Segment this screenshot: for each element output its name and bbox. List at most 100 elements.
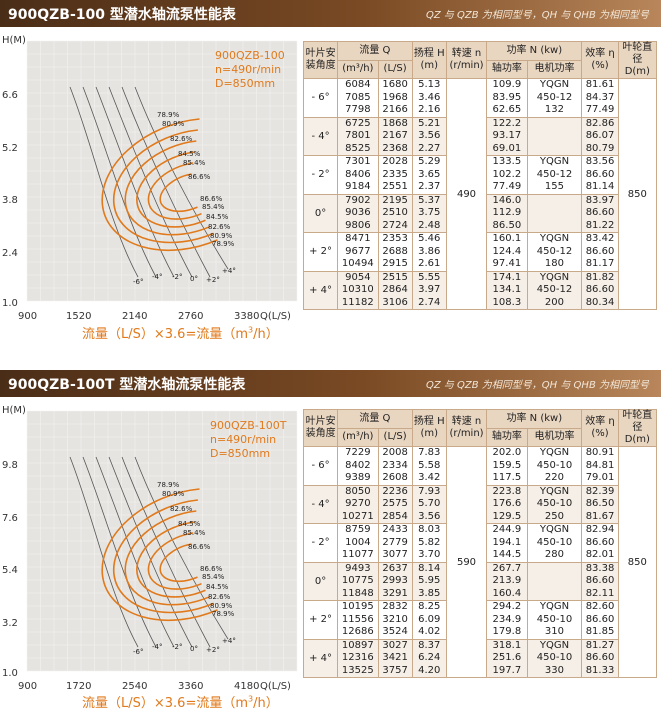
cell-value: 8406: [345, 168, 371, 180]
section-title: 900QZB-100T 型潜水轴流泵性能表: [8, 377, 246, 393]
angle-label: +4°: [222, 267, 236, 275]
cell-motor-power: YQGN 450-10 330: [526, 638, 583, 678]
cell-value: 7085: [345, 91, 371, 103]
cell-value: 2195: [382, 194, 408, 206]
cell-head: 7.93 5.70 3.56: [411, 484, 447, 524]
cell-value: 11556: [341, 613, 374, 625]
cell-value: 3077: [382, 549, 408, 560]
table-row: 0° 9493 10775 11848 2637 2993 3291 8.14 5.95 3.85…: [302, 561, 657, 601]
cell-value: 108.3: [492, 296, 522, 308]
cell-efficiency: 83.42 86.60 81.17: [581, 232, 619, 272]
cell-value: 82.86: [585, 117, 615, 129]
efficiency-label: 80.9%: [162, 490, 185, 498]
cell-motor-power: [526, 561, 583, 601]
cell-value: 6.24: [418, 652, 441, 663]
cell-head: 8.25 6.09 4.02: [411, 600, 447, 640]
cell-value: 5.58: [418, 459, 441, 471]
section-note: QZ 与 QZB 为相同型号，QH 与 QHB 为相同型号: [425, 380, 649, 391]
cell-flow-m3h: 8759 1004 11077: [337, 523, 379, 563]
cell-flow-m3h: 7902 9036 9806: [337, 193, 379, 233]
cell-value: 2551: [382, 181, 408, 192]
cell-value: 10775: [341, 575, 374, 586]
cell-value: 2915: [382, 258, 408, 269]
efficiency-label: 80.9%: [210, 232, 233, 240]
y-tick-label: 3.2: [2, 618, 18, 629]
cell-head: 5.29 3.65 2.37: [411, 155, 447, 195]
header-flow-ls: (L/S): [377, 427, 413, 447]
cell-value: 86.50: [585, 498, 615, 509]
angle-curve: [69, 456, 139, 648]
cell-motor-power: YQGN 450-12 200: [526, 270, 583, 310]
cell-speed: 490: [445, 78, 488, 310]
cell-value: 160.4: [492, 587, 522, 599]
cell-value: 3027: [382, 639, 408, 651]
cell-value: 2515: [382, 271, 408, 283]
y-tick-label: 5.4: [2, 565, 18, 576]
angle-curve: [69, 86, 139, 278]
cell-efficiency: 81.27 86.60 81.33: [581, 638, 619, 678]
cell-value: 2637: [382, 562, 408, 574]
formula-prefix: 流量（L/S）×3.6=流量（m: [82, 327, 248, 342]
cell-value: 11182: [341, 296, 374, 308]
angle-curve: [134, 86, 229, 270]
angle-label: -4°: [152, 643, 162, 651]
cell-flow-m3h: 8471 9677 10494: [337, 232, 379, 272]
cell-value: 2.37: [418, 181, 441, 192]
cell-value: 223.8: [492, 485, 522, 497]
y-tick-labels: 9.8 7.6 5.4 3.2 1.0: [2, 460, 18, 679]
cell-value: 82.11: [585, 587, 615, 599]
formula-prefix: 流量（L/S）×3.6=流量（m: [82, 696, 248, 711]
efficiency-label: 84.5%: [206, 583, 229, 591]
cell-angle: + 2°: [302, 600, 339, 640]
cell-value: 81.67: [585, 510, 615, 522]
x-tick-label: 3380: [234, 311, 259, 322]
angle-curves: [69, 456, 229, 648]
x-tick-label: 2760: [178, 311, 203, 322]
header-motor-power: 电机功率: [526, 427, 583, 447]
cell-motor-power: YQGN 450-10 310: [526, 600, 583, 640]
efficiency-curve: [101, 118, 218, 252]
cell-value: 213.9: [492, 575, 522, 586]
cell-value: 10494: [341, 258, 374, 269]
cell-value: 77.49: [585, 104, 615, 115]
cell-efficiency: 80.91 84.81 79.01: [581, 446, 619, 486]
efficiency-label: 82.6%: [170, 135, 193, 143]
x-tick-label: 1520: [66, 311, 91, 322]
cell-value: 77.49: [492, 181, 522, 192]
header-impeller: 叶轮直径 D(m): [617, 409, 658, 447]
cell-value: 3106: [382, 296, 408, 308]
performance-table: 叶片安装角度 流量 Q 扬程 H (m) 转速 n (r/min) 功率 N (kw) 效…: [302, 41, 658, 310]
cell-value: 8050: [345, 485, 371, 497]
cell-angle: 0°: [302, 193, 339, 233]
cell-value: 2353: [382, 233, 408, 244]
cell-value: 159.5: [492, 459, 522, 471]
speed-info: n=490r/min: [215, 63, 281, 76]
table-row: - 6° 6084 7085 7798 1680 1968 2166 5.13 3.46 2.16…: [302, 78, 658, 310]
cell-value: 4.02: [418, 626, 441, 637]
cell-value: 129.5: [492, 510, 522, 522]
cell-value: 4.20: [418, 664, 441, 676]
cell-value: 2575: [382, 498, 408, 509]
x-tick-label: 2540: [122, 681, 147, 692]
cell-value: 82.01: [585, 549, 615, 560]
table-row: + 4° 10897 12316 13525 3027 3421 3757 8.37 6.24 4…: [302, 638, 657, 678]
chart-info: 900QZB-100 n=490r/min D=850mm: [215, 49, 285, 90]
diameter-info: D=850mm: [210, 447, 270, 460]
section-title: 900QZB-100 型潜水轴流泵性能表: [8, 7, 236, 23]
y-tick-label: 5.2: [2, 143, 18, 154]
angle-label: +2°: [206, 276, 220, 284]
angle-curve: [121, 456, 211, 648]
cell-value: 267.7: [492, 562, 522, 574]
cell-motor-power: YQGN 450-12 132: [526, 78, 583, 118]
cell-value: 84.81: [585, 459, 615, 471]
cell-flow-ls: 2832 3210 3524: [377, 600, 413, 640]
cell-value: 9389: [345, 472, 371, 483]
cell-value: 83.38: [585, 562, 615, 574]
cell-value: 1868: [382, 117, 408, 129]
cell-value: 86.60: [585, 536, 615, 548]
cell-flow-ls: 2515 2864 3106: [377, 270, 413, 310]
cell-value: 2779: [382, 536, 408, 548]
cell-efficiency: 82.60 86.60 81.85: [581, 600, 619, 640]
cell-value: 12686: [341, 626, 374, 637]
cell-flow-ls: 2637 2993 3291: [377, 561, 413, 601]
